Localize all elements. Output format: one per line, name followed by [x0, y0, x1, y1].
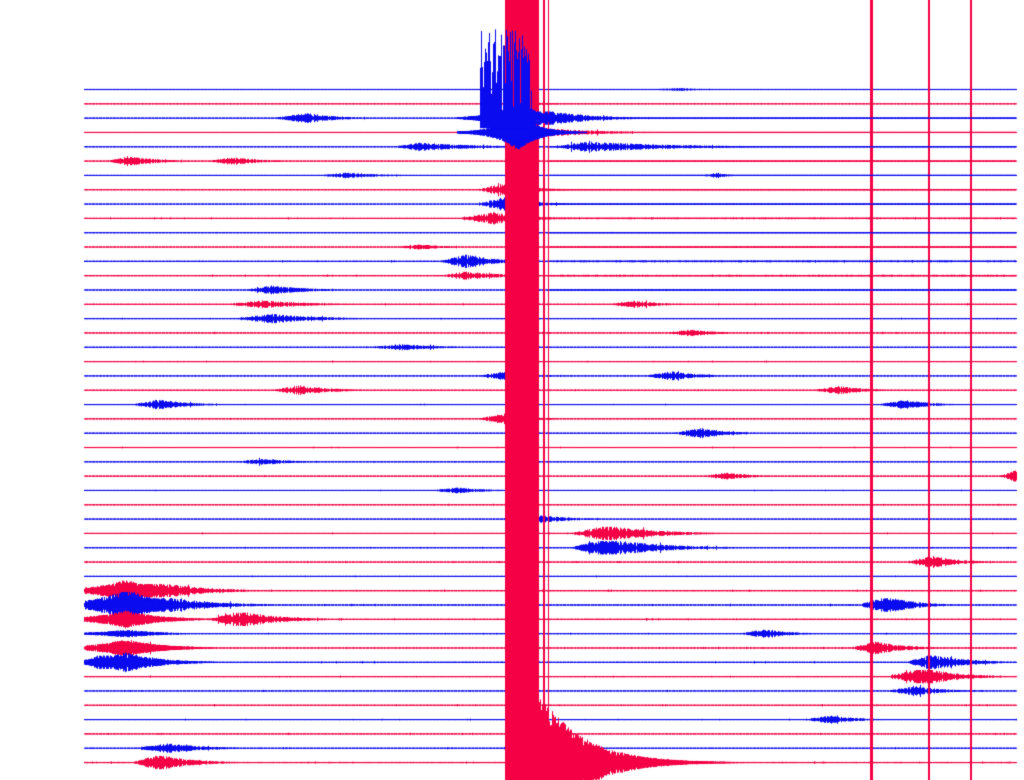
seismogram-plot [0, 0, 1024, 780]
helicorder-page: HL Thera Applied filter: WWSSN-SP 2020-0… [0, 0, 1024, 780]
seismogram-canvas [0, 0, 1024, 780]
